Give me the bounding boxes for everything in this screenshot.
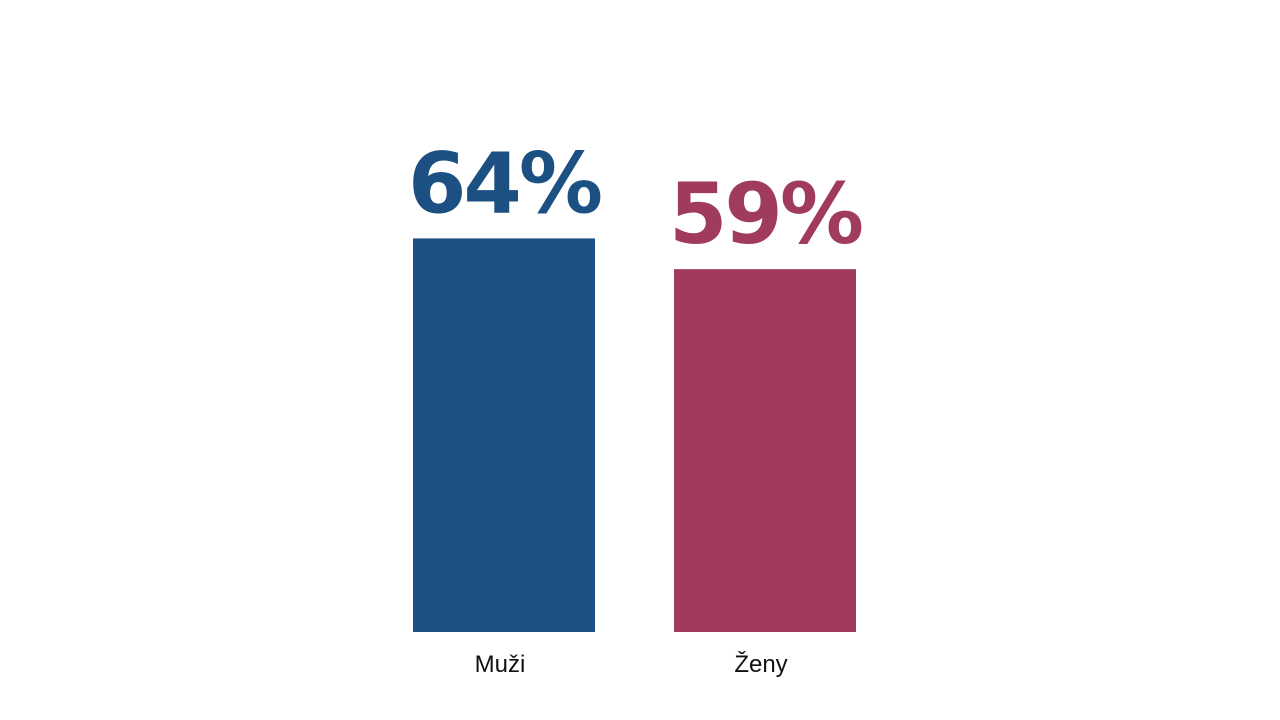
- value-label-1: 64%: [408, 134, 601, 232]
- bar-1: [413, 238, 595, 632]
- category-label-2: Ženy: [734, 651, 787, 678]
- bar-2: [674, 269, 856, 632]
- value-labels-group: 64% 59%: [408, 134, 865, 263]
- value-label-2: 59%: [669, 165, 862, 263]
- category-label-1: Muži: [475, 651, 526, 678]
- category-labels-group: Muži Ženy: [475, 651, 788, 678]
- bars-group: [413, 238, 856, 632]
